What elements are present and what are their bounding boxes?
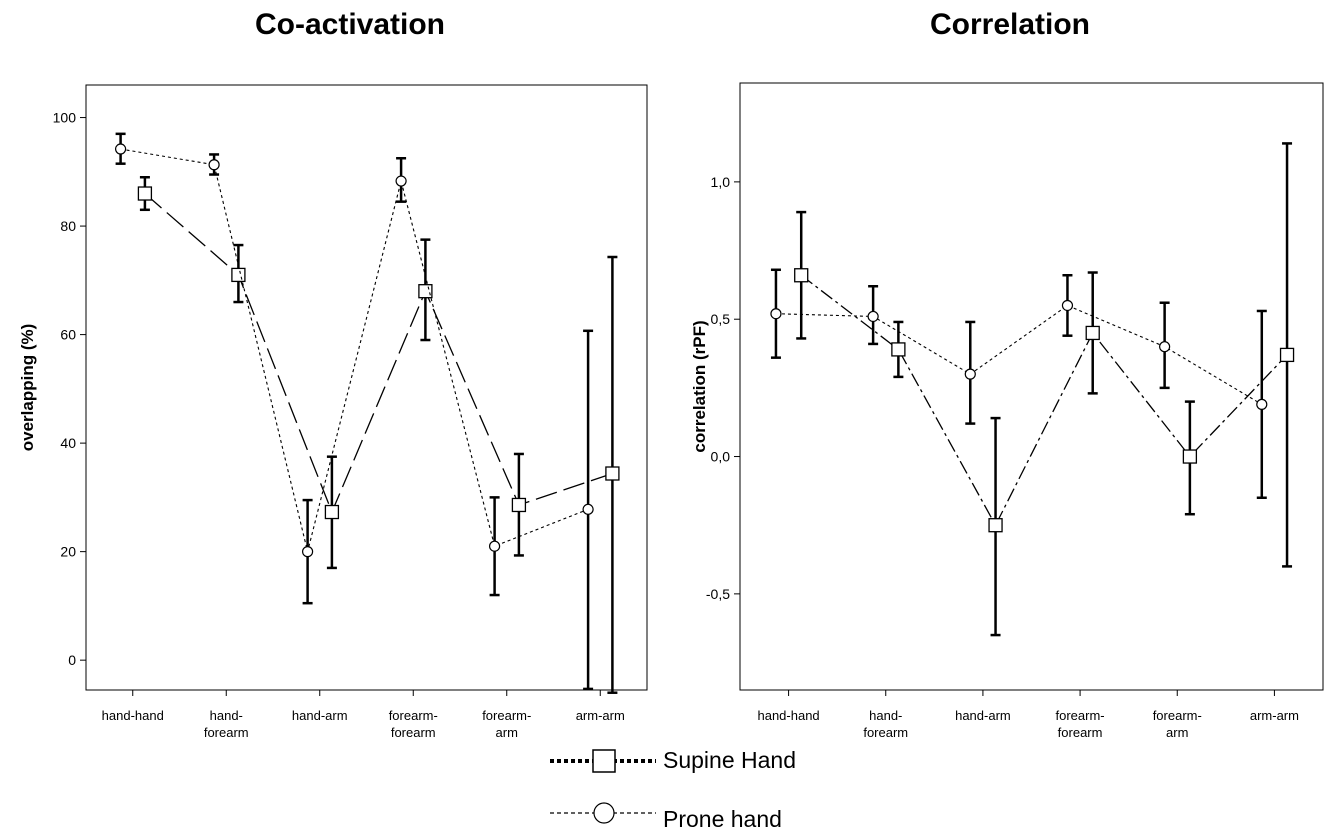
correlation-series-1-point [1061,299,1074,312]
legend-prone-label: Prone hand [663,806,782,832]
correlation-xtick-label: hand-arm [955,708,1011,723]
correlation-series-0-line [800,274,1288,527]
correlation-series-1-line [775,304,1263,405]
correlation-xtick-label: forearm [863,725,908,740]
correlation-ytick-label: -0,5 [706,586,730,602]
correlation-ytick-label: 0,5 [711,311,731,327]
coactivation-series-1-line [120,148,589,552]
coactivation-series-1-point [301,546,314,558]
coactivation-xtick-label: arm-arm [576,708,625,723]
coactivation-series-0-point [231,267,246,283]
coactivation-xtick-label: forearm [391,725,436,740]
correlation-xtick-label: arm-arm [1250,708,1299,723]
correlation-ytick-label: 1,0 [711,174,731,190]
correlation-xtick-label: hand- [869,708,902,723]
coactivation-ytick-label: 60 [60,327,76,343]
correlation-series-0-point [794,268,809,283]
legend-supine-label: Supine Hand [663,747,796,773]
coactivation-series-0-point [418,284,433,299]
correlation-xtick-label: hand-hand [757,708,819,723]
correlation-series-0-point [891,342,906,357]
correlation-series-0-point [1085,325,1100,341]
correlation-series-1-point [770,308,782,320]
correlation-series-0-point [1182,449,1198,464]
coactivation-ytick-label: 0 [68,652,76,668]
coactivation-chart: 0 20 40 60 80 100 overlapping (%) hand-hand hand… [18,84,648,740]
correlation-xtick-label: arm [1166,725,1188,740]
coactivation-plot-frame [85,84,648,691]
coactivation-series-1-point [488,540,501,552]
legend-supine-swatch [550,749,656,773]
coactivation-title: Co-activation [254,8,446,41]
coactivation-ytick-label: 100 [53,110,77,126]
coactivation-series-0-point [324,504,340,520]
legend-prone-swatch [550,802,656,824]
coactivation-ytick-label: 80 [60,218,76,234]
coactivation-series-0-point [511,497,527,513]
correlation-series-0-point [988,518,1003,533]
correlation-series-1-point [1256,398,1268,410]
correlation-series-0-point [1279,347,1295,363]
correlation-series-1-point [964,368,976,380]
coactivation-xtick-label: hand-arm [292,708,348,723]
correlation-ytick-label: 0,0 [711,449,731,465]
coactivation-ylabel: overlapping (%) [18,324,37,452]
coactivation-xtick-label: hand-hand [102,708,164,723]
coactivation-series-1-point [208,159,220,171]
coactivation-series-1-point [114,143,127,155]
correlation-xtick-label: forearm- [1153,708,1202,723]
coactivation-xtick-label: forearm [204,725,249,740]
correlation-xtick-label: forearm [1058,725,1103,740]
correlation-chart: -0,5 0,0 0,5 1,0 correlation (rPF) hand-hand h… [690,82,1324,740]
correlation-xtick-label: forearm- [1056,708,1105,723]
correlation-series-1-point [1159,341,1171,353]
coactivation-series-0-line [144,193,613,514]
coactivation-series-1-point [395,175,407,187]
coactivation-ytick-label: 20 [60,544,76,560]
coactivation-series-0-point [605,466,620,481]
coactivation-xtick-label: forearm- [482,708,531,723]
correlation-ylabel: correlation (rPF) [690,320,709,452]
coactivation-xtick-label: forearm- [389,708,438,723]
correlation-plot-frame [739,82,1324,691]
correlation-title: Correlation [929,8,1091,41]
coactivation-xtick-label: hand- [210,708,243,723]
coactivation-series-1-point [582,503,594,515]
correlation-series-1-point [867,310,879,323]
coactivation-series-0-point [137,186,153,201]
coactivation-ytick-label: 40 [60,435,76,451]
coactivation-xtick-label: arm [496,725,518,740]
